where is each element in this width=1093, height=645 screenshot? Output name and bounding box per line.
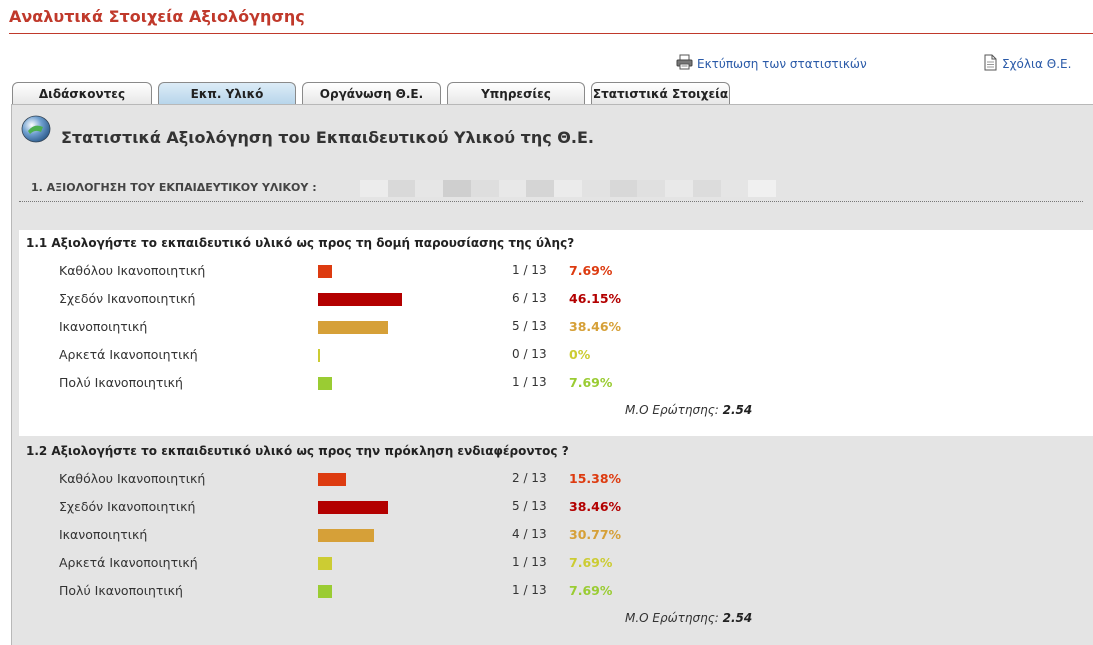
answer-count: 5 / 13 <box>512 499 547 513</box>
question-block-1-1: 1.1 Αξιολογήστε το εκπαιδευτικό υλικό ως… <box>19 230 1093 436</box>
answer-bar <box>318 501 388 514</box>
section-heading: Στατιστικά Αξιολόγηση του Εκπαιδευτικού … <box>61 128 594 147</box>
statistics-globe-icon <box>21 115 51 143</box>
answer-row: Αρκετά Ικανοποιητική 1 / 13 7.69% <box>19 555 1093 571</box>
question-block-1-2: 1.2 Αξιολογήστε το εκπαιδευτικό υλικό ως… <box>19 438 1093 645</box>
answer-percent: 7.69% <box>569 375 613 390</box>
answer-row: Ικανοποιητική 4 / 13 30.77% <box>19 527 1093 543</box>
answer-row: Αρκετά Ικανοποιητική 0 / 13 0% <box>19 347 1093 363</box>
answer-count: 5 / 13 <box>512 319 547 333</box>
tab-services[interactable]: Υπηρεσίες <box>447 82 585 105</box>
title-divider <box>9 33 1093 34</box>
group-title: 1. ΑΞΙΟΛΟΓΗΣΗ ΤΟΥ ΕΚΠΑΙΔΕΥΤΙΚΟΥ ΥΛΙΚΟΥ : <box>31 181 317 194</box>
answer-percent: 38.46% <box>569 319 622 334</box>
answer-label: Ικανοποιητική <box>59 527 148 542</box>
answer-count: 1 / 13 <box>512 263 547 277</box>
answer-bar <box>318 529 374 542</box>
page-title: Αναλυτικά Στοιχεία Αξιολόγησης <box>9 7 305 26</box>
answer-count: 6 / 13 <box>512 291 547 305</box>
average-value: 2.54 <box>722 403 753 417</box>
dotted-divider <box>19 201 1083 202</box>
answer-label: Σχεδόν Ικανοποιητική <box>59 499 196 514</box>
answer-bar <box>318 473 346 486</box>
course-comments-link[interactable]: Σχόλια Θ.Ε. <box>982 54 1071 74</box>
printer-icon <box>676 54 693 73</box>
answer-count: 1 / 13 <box>512 375 547 389</box>
print-statistics-link[interactable]: Εκτύπωση των στατιστικών <box>676 54 867 73</box>
answer-percent: 7.69% <box>569 583 613 598</box>
answer-count: 0 / 13 <box>512 347 547 361</box>
answer-label: Ικανοποιητική <box>59 319 148 334</box>
answer-percent: 7.69% <box>569 263 613 278</box>
answer-bar <box>318 349 320 362</box>
answer-bar <box>318 377 332 390</box>
answer-count: 2 / 13 <box>512 471 547 485</box>
average-label: Μ.Ο Ερώτησης: <box>625 611 719 625</box>
answer-percent: 15.38% <box>569 471 622 486</box>
answer-percent: 46.15% <box>569 291 622 306</box>
tab-instructors[interactable]: Διδάσκοντες <box>12 82 152 105</box>
answer-percent: 0% <box>569 347 591 362</box>
answer-row: Πολύ Ικανοποιητική 1 / 13 7.69% <box>19 583 1093 599</box>
answer-count: 1 / 13 <box>512 583 547 597</box>
answer-row: Ικανοποιητική 5 / 13 38.46% <box>19 319 1093 335</box>
document-icon <box>982 54 998 74</box>
tab-bar: Διδάσκοντες Εκπ. Υλικό Οργάνωση Θ.Ε. Υπη… <box>12 82 736 105</box>
question-title: 1.1 Αξιολογήστε το εκπαιδευτικό υλικό ως… <box>26 236 575 250</box>
answer-label: Σχεδόν Ικανοποιητική <box>59 291 196 306</box>
question-average: Μ.Ο Ερώτησης: 2.54 <box>625 611 752 625</box>
answer-label: Πολύ Ικανοποιητική <box>59 375 183 390</box>
answer-row: Σχεδόν Ικανοποιητική 6 / 13 46.15% <box>19 291 1093 307</box>
answer-bar <box>318 293 402 306</box>
answer-row: Σχεδόν Ικανοποιητική 5 / 13 38.46% <box>19 499 1093 515</box>
answer-label: Αρκετά Ικανοποιητική <box>59 555 198 570</box>
tab-educational-material[interactable]: Εκπ. Υλικό <box>158 82 296 105</box>
answer-label: Αρκετά Ικανοποιητική <box>59 347 198 362</box>
answer-count: 4 / 13 <box>512 527 547 541</box>
course-comments-label[interactable]: Σχόλια Θ.Ε. <box>1002 57 1072 71</box>
answer-bar <box>318 557 332 570</box>
answer-percent: 38.46% <box>569 499 622 514</box>
answer-count: 1 / 13 <box>512 555 547 569</box>
answer-row: Καθόλου Ικανοποιητική 2 / 13 15.38% <box>19 471 1093 487</box>
question-average: Μ.Ο Ερώτησης: 2.54 <box>625 403 752 417</box>
answer-label: Καθόλου Ικανοποιητική <box>59 263 206 278</box>
average-label: Μ.Ο Ερώτησης: <box>625 403 719 417</box>
answer-percent: 7.69% <box>569 555 613 570</box>
question-title: 1.2 Αξιολογήστε το εκπαιδευτικό υλικό ως… <box>26 444 569 458</box>
answer-percent: 30.77% <box>569 527 622 542</box>
redacted-course-name <box>360 180 777 197</box>
answer-bar <box>318 585 332 598</box>
answer-label: Πολύ Ικανοποιητική <box>59 583 183 598</box>
tab-course-organization[interactable]: Οργάνωση Θ.Ε. <box>302 82 441 105</box>
answer-row: Καθόλου Ικανοποιητική 1 / 13 7.69% <box>19 263 1093 279</box>
average-value: 2.54 <box>722 611 753 625</box>
answer-bar <box>318 321 388 334</box>
answer-row: Πολύ Ικανοποιητική 1 / 13 7.69% <box>19 375 1093 391</box>
answer-label: Καθόλου Ικανοποιητική <box>59 471 206 486</box>
print-statistics-label[interactable]: Εκτύπωση των στατιστικών <box>697 56 867 71</box>
tab-statistics[interactable]: Στατιστικά Στοιχεία <box>591 82 730 105</box>
answer-bar <box>318 265 332 278</box>
